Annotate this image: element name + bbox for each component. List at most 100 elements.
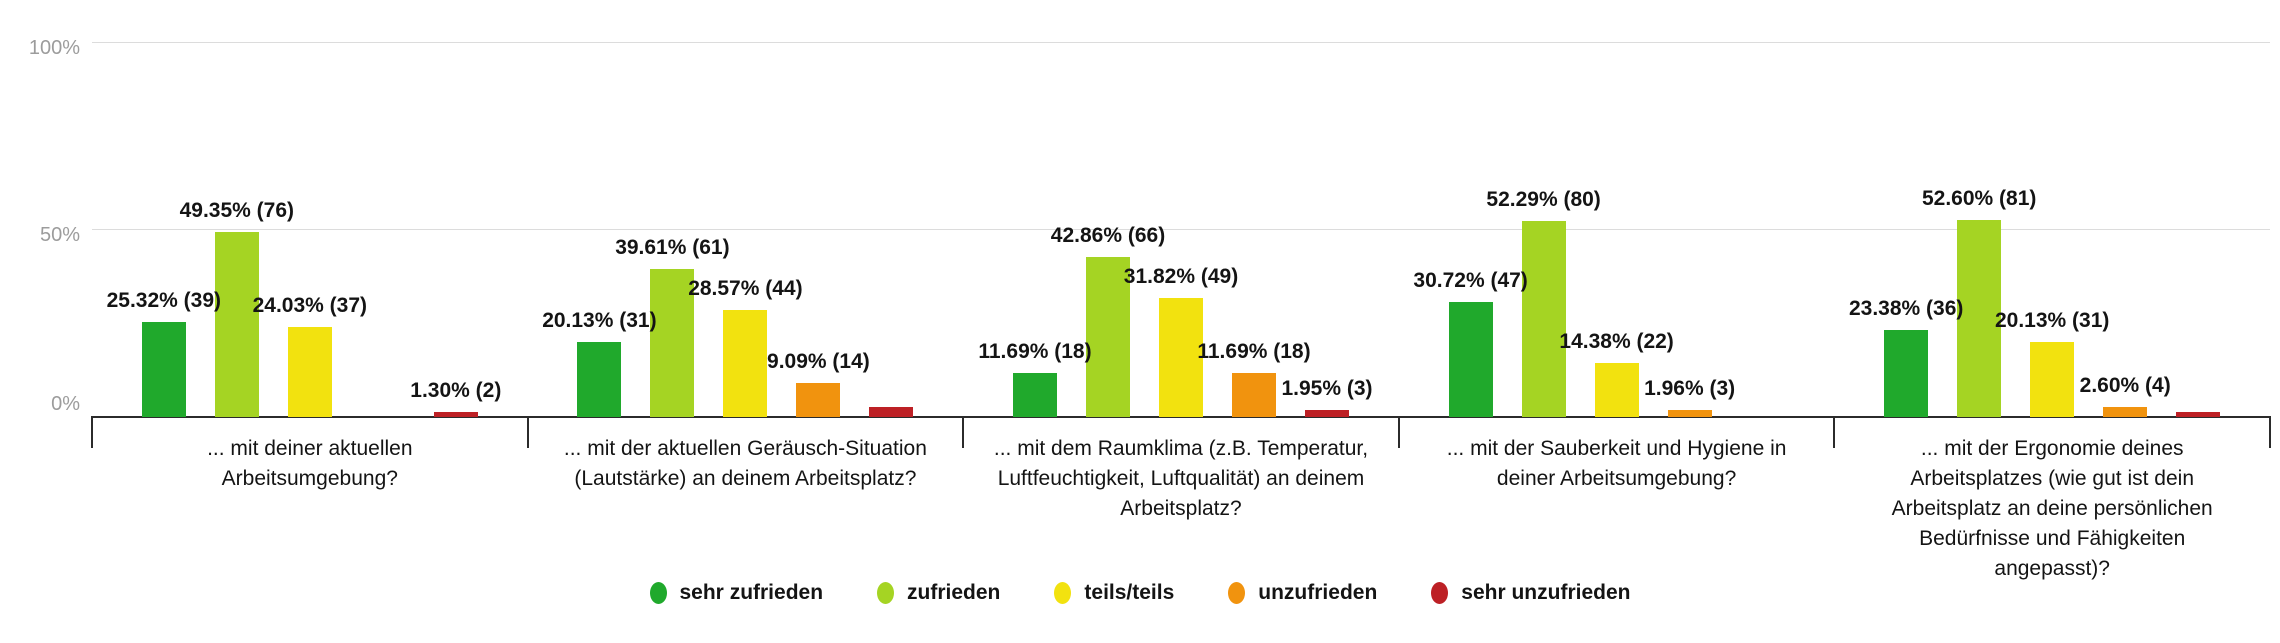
bar-slot: 1.96% (3) — [1644, 42, 1735, 417]
bar-sehr-zufrieden[interactable] — [577, 341, 622, 417]
bar-slot — [1741, 42, 1785, 417]
x-axis-group-separator — [91, 416, 93, 448]
category-label: ... mit der aktuellen Geräusch-Situation… — [563, 437, 927, 490]
bar-slot: 28.57% (44) — [688, 42, 803, 417]
y-axis-tick-label: 50% — [39, 224, 80, 246]
bar-slot — [2176, 42, 2221, 417]
bar-value-label: 30.72% (47) — [1413, 269, 1528, 293]
bar-teils-teils[interactable] — [2030, 341, 2075, 417]
x-axis-line — [92, 416, 2270, 418]
bar-zufrieden[interactable] — [1085, 256, 1130, 417]
bar-slot: 52.60% (81) — [1922, 42, 2036, 417]
bar-group: 11.69% (18) 42.86% (66) 31.82% (49) 11.69% … — [963, 42, 1399, 417]
legend-label: sehr zufrieden — [679, 581, 824, 604]
category-label: ... mit deiner aktuellen Arbeitsumgebung… — [207, 437, 413, 490]
bar-slot: 11.69% (18) — [978, 42, 1092, 417]
bar-slot: 49.35% (76) — [180, 42, 294, 417]
gridline-50% — [92, 229, 2270, 230]
bar-value-label: 52.29% (80) — [1486, 188, 1601, 212]
bar-value-label: 52.60% (81) — [1921, 187, 2037, 211]
bar-teils-teils[interactable] — [1594, 363, 1639, 417]
bar-value-label: 2.60% (4) — [2079, 374, 2171, 398]
x-axis-group-separator — [1397, 416, 1400, 448]
bar-slot: 20.13% (31) — [1995, 42, 2109, 417]
bar-value-label: 20.13% (31) — [1994, 308, 2110, 332]
bar-slot: 30.72% (47) — [1413, 42, 1528, 417]
bar-zufrieden[interactable] — [214, 232, 259, 417]
bar-slot: 42.86% (66) — [1051, 42, 1165, 417]
bar-value-label: 49.35% (76) — [179, 199, 294, 223]
bar-slot: 9.09% (14) — [767, 42, 870, 417]
legend-label: teils/teils — [1084, 581, 1175, 604]
bar-value-label: 39.61% (61) — [615, 235, 730, 259]
legend-color-dot — [1054, 582, 1072, 604]
bar-sehr-unzufrieden[interactable] — [433, 412, 478, 417]
legend-item-zufrieden[interactable]: zufrieden — [877, 581, 1000, 605]
bar-slot: 24.03% (37) — [253, 42, 367, 417]
x-axis-group-separator — [1833, 416, 1836, 448]
bar-sehr-zufrieden[interactable] — [1884, 329, 1929, 417]
bar-value-label: 1.30% (2) — [410, 379, 502, 403]
bar-sehr-unzufrieden[interactable] — [2176, 412, 2221, 417]
bar-slot: 14.38% (22) — [1559, 42, 1674, 417]
bar-sehr-zufrieden[interactable] — [141, 322, 186, 417]
bar-unzufrieden[interactable] — [796, 383, 841, 417]
bar-value-label: 24.03% (37) — [252, 294, 367, 318]
bar-value-label: 23.38% (36) — [1848, 296, 1964, 320]
bar-zufrieden[interactable] — [1521, 221, 1566, 417]
bar-slot: 1.30% (2) — [410, 42, 501, 417]
bar-value-label: 9.09% (14) — [767, 350, 870, 374]
bar-slot: 11.69% (18) — [1197, 42, 1311, 417]
bar-slot: 25.32% (39) — [107, 42, 221, 417]
legend-item-unzufrieden[interactable]: unzufrieden — [1228, 581, 1377, 605]
bar-group: 25.32% (39) 49.35% (76) 24.03% (37) 1.30% (… — [92, 42, 528, 417]
category-label: ... mit der Ergonomie deines Arbeitsplat… — [1891, 437, 2213, 580]
bar-teils-teils[interactable] — [287, 327, 332, 417]
bar-group: 20.13% (31) 39.61% (61) 28.57% (44) 9.09% (… — [528, 42, 964, 417]
legend-item-teils-teils[interactable]: teils/teils — [1054, 581, 1174, 605]
bar-slot — [869, 42, 914, 417]
bar-slot: 52.29% (80) — [1486, 42, 1601, 417]
bar-sehr-unzufrieden[interactable] — [1304, 409, 1349, 417]
legend-label: unzufrieden — [1258, 581, 1378, 604]
bar-teils-teils[interactable] — [723, 310, 768, 417]
bar-value-label: 14.38% (22) — [1559, 330, 1674, 354]
bar-teils-teils[interactable] — [1158, 298, 1203, 417]
category-label: ... mit der Sauberkeit und Hygiene in de… — [1446, 437, 1787, 490]
legend-color-dot — [1431, 582, 1449, 604]
legend-color-dot — [877, 582, 895, 604]
bar-value-label: 31.82% (49) — [1123, 265, 1239, 288]
bar-slot: 39.61% (61) — [615, 42, 730, 417]
bar-value-label: 25.32% (39) — [106, 289, 221, 313]
legend-color-dot — [1228, 582, 1246, 604]
bar-value-label: 11.69% (18) — [1197, 340, 1311, 364]
x-axis-group-separator — [962, 416, 965, 448]
bar-group: 30.72% (47) 52.29% (80) 14.38% (22) 1.96% (… — [1399, 42, 1835, 417]
bar-value-label: 1.95% (3) — [1281, 376, 1373, 400]
bar-value-label: 1.96% (3) — [1644, 376, 1736, 400]
bar-unzufrieden[interactable] — [2103, 407, 2148, 417]
y-axis-tick-label: 0% — [51, 393, 80, 415]
bar-zufrieden[interactable] — [650, 268, 695, 417]
y-axis-tick-label: 100% — [28, 37, 80, 59]
bar-sehr-zufrieden[interactable] — [1012, 373, 1057, 417]
legend-label: sehr unzufrieden — [1461, 581, 1631, 604]
legend-color-dot — [649, 582, 667, 604]
legend-label: zufrieden — [907, 581, 1001, 604]
legend-item-sehr-zufrieden[interactable]: sehr zufrieden — [649, 581, 824, 605]
bar-sehr-unzufrieden[interactable] — [869, 407, 914, 417]
legend-item-sehr-unzufrieden[interactable]: sehr unzufrieden — [1431, 581, 1630, 605]
category-label: ... mit dem Raumklima (z.B. Temperatur, … — [993, 437, 1369, 520]
bar-slot — [361, 42, 405, 417]
bar-unzufrieden[interactable] — [1667, 409, 1712, 417]
bar-slot: 23.38% (36) — [1849, 42, 1963, 417]
bar-sehr-zufrieden[interactable] — [1448, 302, 1493, 417]
bar-group: 23.38% (36) 52.60% (81) 20.13% (31) 2.60% (… — [1834, 42, 2270, 417]
bar-slot: 2.60% (4) — [2080, 42, 2171, 417]
bar-zufrieden[interactable] — [1957, 220, 2002, 417]
gridline-100% — [92, 42, 2270, 43]
bar-slot: 20.13% (31) — [542, 42, 657, 417]
bar-unzufrieden[interactable] — [1231, 373, 1276, 417]
bar-value-label: 42.86% (66) — [1050, 223, 1166, 247]
